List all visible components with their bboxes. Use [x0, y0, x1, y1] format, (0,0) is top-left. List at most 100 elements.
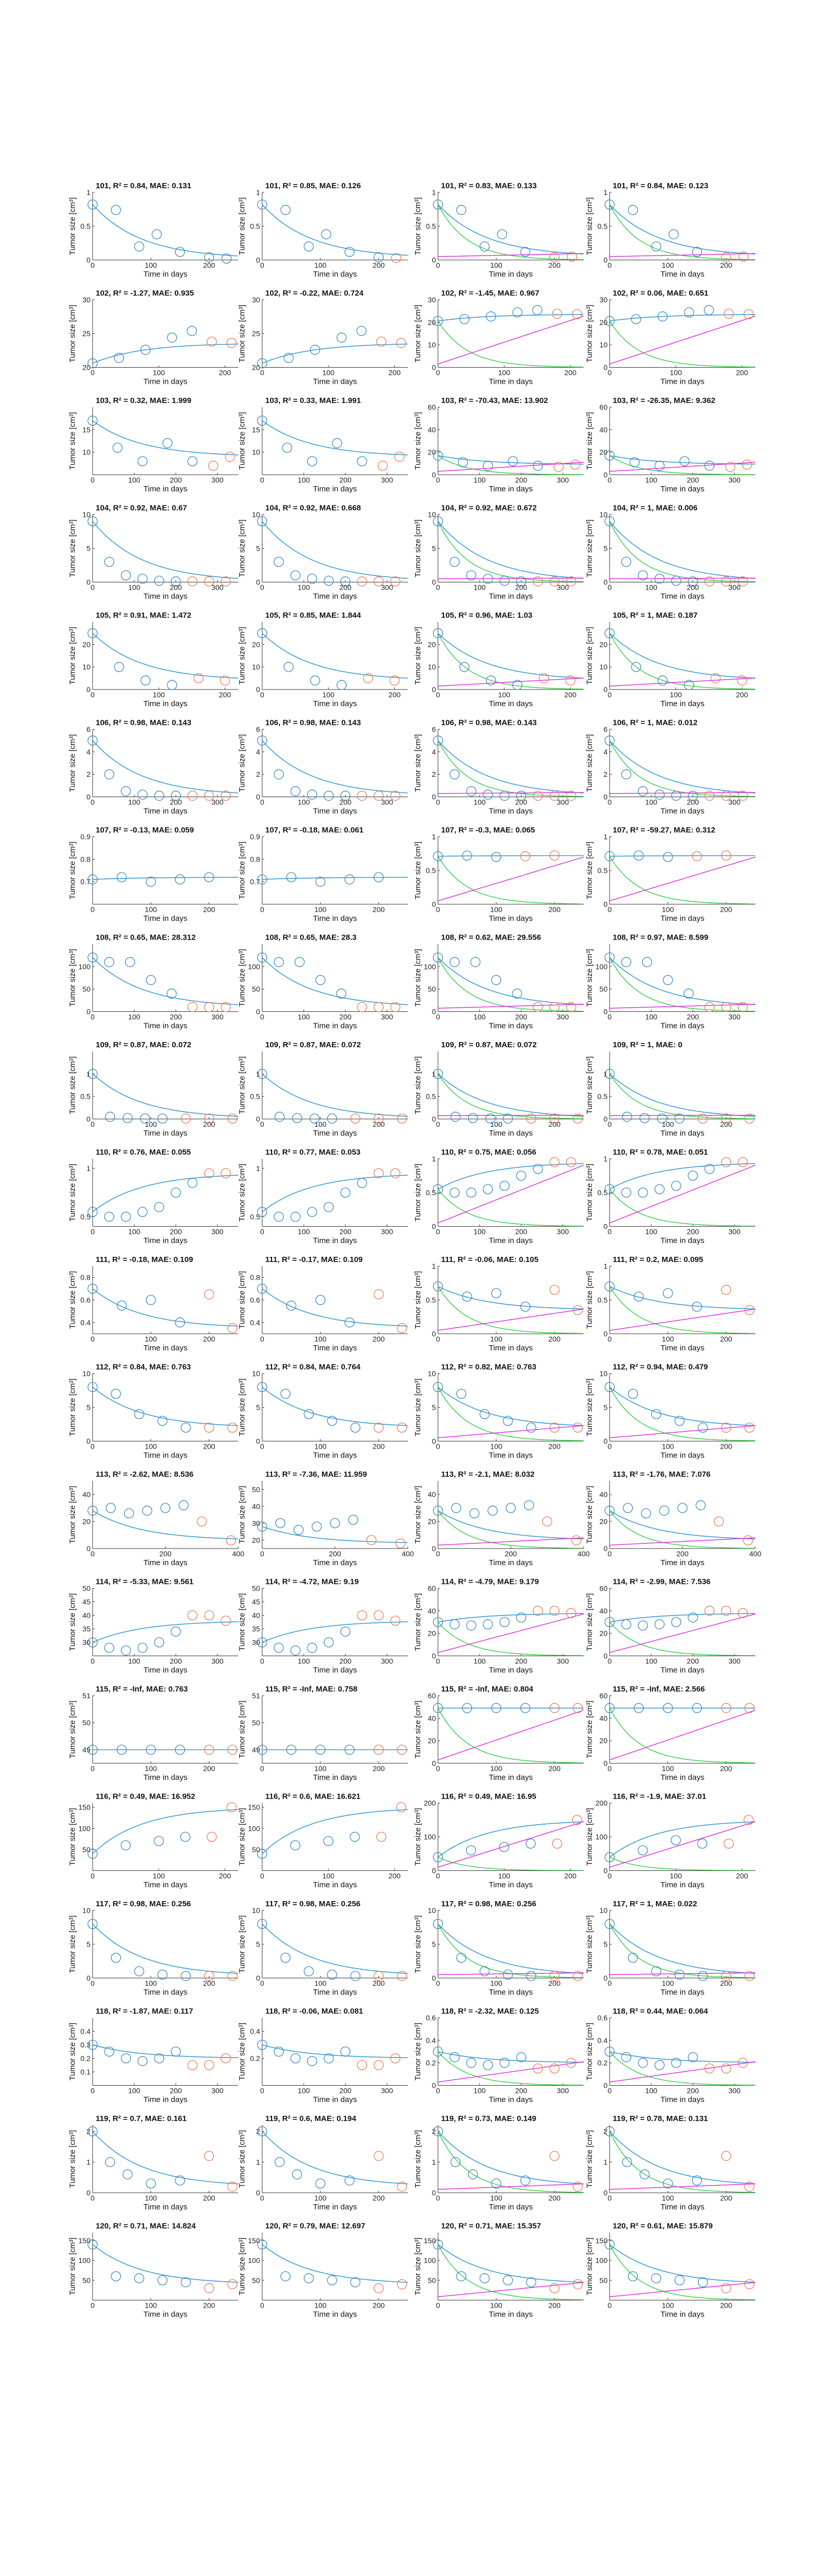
y-tick-label: 0.5: [598, 222, 608, 230]
observed-point: [171, 576, 181, 587]
resistant-fit-line: [438, 253, 584, 257]
y-axis-label: Tumor size [cm³]: [238, 305, 247, 362]
y-axis-label: Tumor size [cm³]: [68, 412, 77, 470]
y-tick-label: 1: [86, 1070, 91, 1078]
total-fit-line: [262, 1175, 408, 1213]
observed-point: [668, 229, 679, 240]
sensitive-fit-line: [438, 1923, 584, 1978]
x-tick-label: 200: [720, 1335, 732, 1343]
observed-point: [526, 1422, 536, 1433]
held-out-point: [566, 1157, 576, 1167]
x-tick-label: 0: [608, 2087, 612, 2095]
x-tick-label: 0: [608, 1013, 612, 1021]
y-tick-label: 0.5: [250, 1213, 261, 1221]
x-tick-label: 200: [389, 369, 401, 377]
y-tick-label: 40: [599, 1490, 608, 1499]
y-tick-label: 40: [252, 1611, 260, 1620]
x-tick-label: 200: [170, 1013, 182, 1021]
observed-point: [340, 1627, 351, 1637]
y-tick-label: 40: [428, 425, 436, 434]
y-tick-label: 0: [603, 1544, 608, 1553]
sensitive-fit-line: [438, 2051, 584, 2086]
total-fit-line: [262, 740, 408, 793]
y-tick-label: 0: [432, 685, 436, 694]
x-tick-label: 200: [339, 1013, 352, 1021]
sensitive-fit-line: [438, 1622, 584, 1656]
total-fit-line: [610, 2051, 755, 2063]
held-out-point: [566, 790, 576, 801]
x-tick-label: 300: [557, 798, 569, 806]
x-tick-label: 100: [473, 798, 486, 806]
observed-point: [483, 574, 493, 584]
y-tick-label: 0: [432, 1008, 436, 1016]
observed-point: [187, 326, 197, 336]
y-tick-label: 4: [603, 748, 608, 756]
observed-point: [671, 790, 681, 801]
y-tick-label: 20: [428, 640, 436, 648]
x-tick-label: 200: [203, 1764, 215, 1773]
y-tick-label: 0.5: [598, 866, 608, 875]
held-out-point: [373, 1610, 384, 1621]
sensitive-fit-line: [438, 1856, 584, 1871]
x-tick-label: 0: [608, 1657, 612, 1666]
held-out-point: [744, 1422, 755, 1433]
held-out-point: [566, 2058, 576, 2068]
observed-point: [290, 1840, 301, 1851]
total-fit-line: [93, 1510, 238, 1540]
subplot-title: 118, R² = 0.44, MAE: 0.064: [613, 2007, 708, 2016]
x-tick-label: 200: [203, 1120, 215, 1128]
y-tick-label: 1: [256, 188, 260, 197]
x-tick-label: 0: [436, 1442, 440, 1451]
y-tick-label: 0: [432, 1759, 436, 1767]
x-tick-label: 300: [381, 798, 393, 806]
held-out-point: [738, 251, 749, 262]
observed-point: [323, 1836, 333, 1846]
observed-point: [157, 1415, 168, 1426]
observed-point: [257, 199, 267, 210]
y-tick-label: 6: [256, 725, 260, 734]
y-tick-label: 20: [82, 363, 91, 372]
observed-point: [154, 576, 164, 586]
x-axis-label: Time in days: [313, 914, 357, 923]
observed-point: [671, 2058, 681, 2068]
subplot-title: 108, R² = 0.65, MAE: 28.3: [265, 933, 357, 942]
sensitive-fit-line: [438, 2244, 584, 2300]
x-tick-label: 200: [203, 2194, 215, 2202]
observed-point: [105, 1112, 115, 1122]
total-fit-line: [438, 204, 584, 255]
observed-point: [433, 316, 443, 326]
held-out-point: [743, 1815, 754, 1825]
observed-point: [180, 1422, 191, 1433]
x-axis-label: Time in days: [661, 1129, 704, 1138]
observed-point: [280, 2271, 291, 2282]
held-out-point: [721, 1284, 731, 1295]
x-tick-label: 200: [505, 1550, 517, 1558]
observed-point: [140, 1113, 150, 1124]
subplot-5-3: 105, R² = 0.96, MAE: 1.030 100 20001020Tim…: [414, 611, 584, 708]
observed-point: [697, 1838, 707, 1849]
x-tick-label: 300: [557, 1228, 569, 1236]
held-out-point: [744, 2279, 755, 2289]
observed-point: [373, 872, 384, 882]
x-tick-label: 0: [608, 2301, 612, 2310]
y-tick-label: 6: [603, 725, 608, 734]
y-axis-label: Tumor size [cm³]: [238, 841, 247, 899]
x-tick-label: 200: [676, 1550, 689, 1558]
held-out-point: [396, 338, 406, 348]
x-tick-label: 200: [339, 1228, 352, 1236]
y-tick-label: 0: [603, 363, 608, 372]
subplot-title: 118, R² = -1.87, MAE: 0.117: [96, 2007, 193, 2016]
y-tick-label: 20: [428, 1737, 436, 1745]
observed-point: [639, 1113, 650, 1123]
y-tick-label: 20: [252, 1536, 260, 1544]
x-axis-label: Time in days: [144, 1344, 187, 1352]
x-tick-label: 200: [372, 1120, 385, 1128]
y-axis-label: Tumor size [cm³]: [238, 627, 247, 684]
y-tick-label: 20: [599, 448, 608, 457]
y-tick-label: 0.8: [250, 855, 261, 863]
y-tick-label: 150: [79, 1803, 91, 1812]
observed-point: [466, 786, 476, 797]
